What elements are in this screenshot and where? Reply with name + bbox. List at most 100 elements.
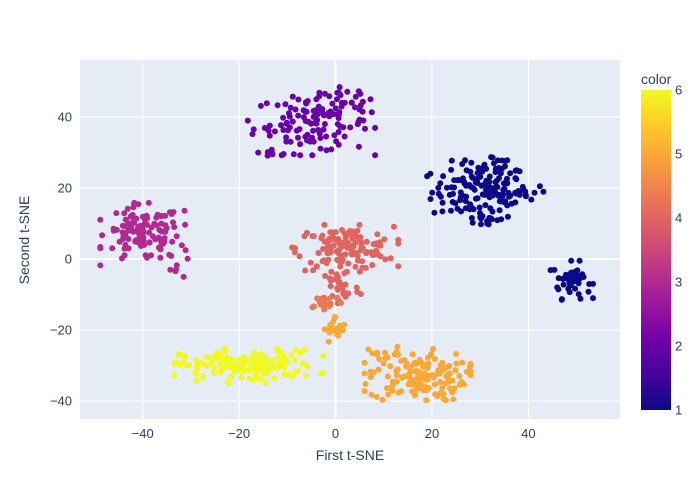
data-point	[572, 285, 579, 292]
data-point	[540, 188, 547, 195]
data-point	[487, 205, 494, 212]
data-point	[157, 245, 164, 252]
data-point	[301, 233, 308, 240]
data-point	[332, 105, 339, 112]
data-point	[368, 249, 375, 256]
data-point	[280, 151, 287, 157]
data-point	[171, 224, 178, 230]
data-point	[373, 247, 380, 254]
data-point	[146, 239, 153, 246]
data-point	[463, 182, 470, 189]
data-point	[203, 354, 210, 361]
data-point	[367, 96, 374, 103]
data-point	[411, 392, 418, 399]
data-point	[296, 126, 303, 133]
x-tick-label: 20	[425, 426, 439, 441]
data-point	[449, 386, 456, 393]
data-point	[180, 273, 187, 280]
data-point	[395, 389, 402, 396]
x-tick-label: 0	[332, 426, 339, 441]
data-point	[296, 253, 303, 260]
scatter-points	[97, 84, 596, 404]
data-point	[457, 189, 464, 196]
data-point	[282, 101, 289, 108]
data-point	[461, 381, 467, 388]
data-point	[379, 396, 386, 403]
data-point	[357, 291, 364, 298]
data-point	[315, 250, 322, 256]
data-point	[319, 258, 326, 265]
data-point	[118, 255, 125, 262]
data-point	[157, 254, 164, 261]
data-point	[504, 213, 511, 220]
data-point	[367, 374, 374, 381]
data-point	[161, 235, 168, 242]
data-point	[253, 368, 260, 375]
data-point	[431, 356, 438, 362]
data-point	[474, 170, 481, 176]
data-point	[425, 360, 432, 367]
data-point	[326, 295, 333, 302]
data-point	[448, 184, 455, 191]
data-point	[238, 374, 245, 381]
colorbar-tick-label: 4	[675, 211, 682, 226]
data-point	[307, 259, 314, 266]
data-point	[334, 331, 341, 338]
data-point	[507, 192, 514, 199]
data-point	[341, 270, 348, 277]
data-point	[423, 376, 429, 383]
data-point	[289, 118, 296, 125]
data-point	[416, 356, 423, 363]
data-point	[384, 373, 391, 380]
data-point	[184, 255, 191, 262]
data-point	[342, 281, 349, 288]
y-tick-label: 0	[65, 252, 72, 267]
data-point	[504, 180, 511, 187]
data-point	[289, 373, 296, 380]
data-point	[337, 263, 344, 270]
data-point	[124, 205, 131, 212]
data-point	[295, 112, 302, 119]
data-point	[353, 284, 360, 291]
data-point	[374, 231, 381, 238]
data-point	[310, 303, 317, 310]
data-point	[325, 338, 332, 345]
data-point	[321, 306, 328, 313]
data-point	[554, 284, 561, 291]
data-point	[294, 368, 301, 374]
data-point	[317, 135, 324, 141]
data-point	[522, 188, 529, 195]
data-point	[348, 99, 355, 106]
data-point	[507, 170, 514, 177]
data-point	[468, 173, 475, 180]
data-point	[528, 196, 535, 203]
data-point	[332, 276, 338, 283]
data-point	[297, 141, 304, 148]
data-point	[355, 143, 362, 150]
data-point	[361, 388, 368, 395]
data-point	[320, 353, 326, 360]
data-point	[328, 245, 334, 252]
data-point	[334, 121, 341, 128]
data-point	[171, 361, 178, 368]
data-point	[290, 151, 297, 158]
data-point	[332, 313, 338, 320]
data-point	[211, 369, 217, 376]
data-point	[361, 359, 368, 366]
data-point	[448, 166, 455, 173]
data-point	[291, 249, 298, 256]
data-point	[335, 111, 342, 118]
y-tick-label: −40	[50, 394, 72, 409]
data-point	[283, 138, 290, 145]
data-point	[178, 242, 185, 249]
data-point	[496, 207, 503, 214]
data-point	[113, 226, 120, 233]
colorbar-title: color	[641, 71, 672, 87]
data-point	[274, 348, 281, 355]
data-point	[485, 221, 492, 228]
data-point	[255, 149, 262, 156]
data-point	[313, 263, 320, 270]
data-point	[318, 370, 325, 377]
data-point	[224, 379, 231, 386]
data-point	[474, 195, 481, 202]
